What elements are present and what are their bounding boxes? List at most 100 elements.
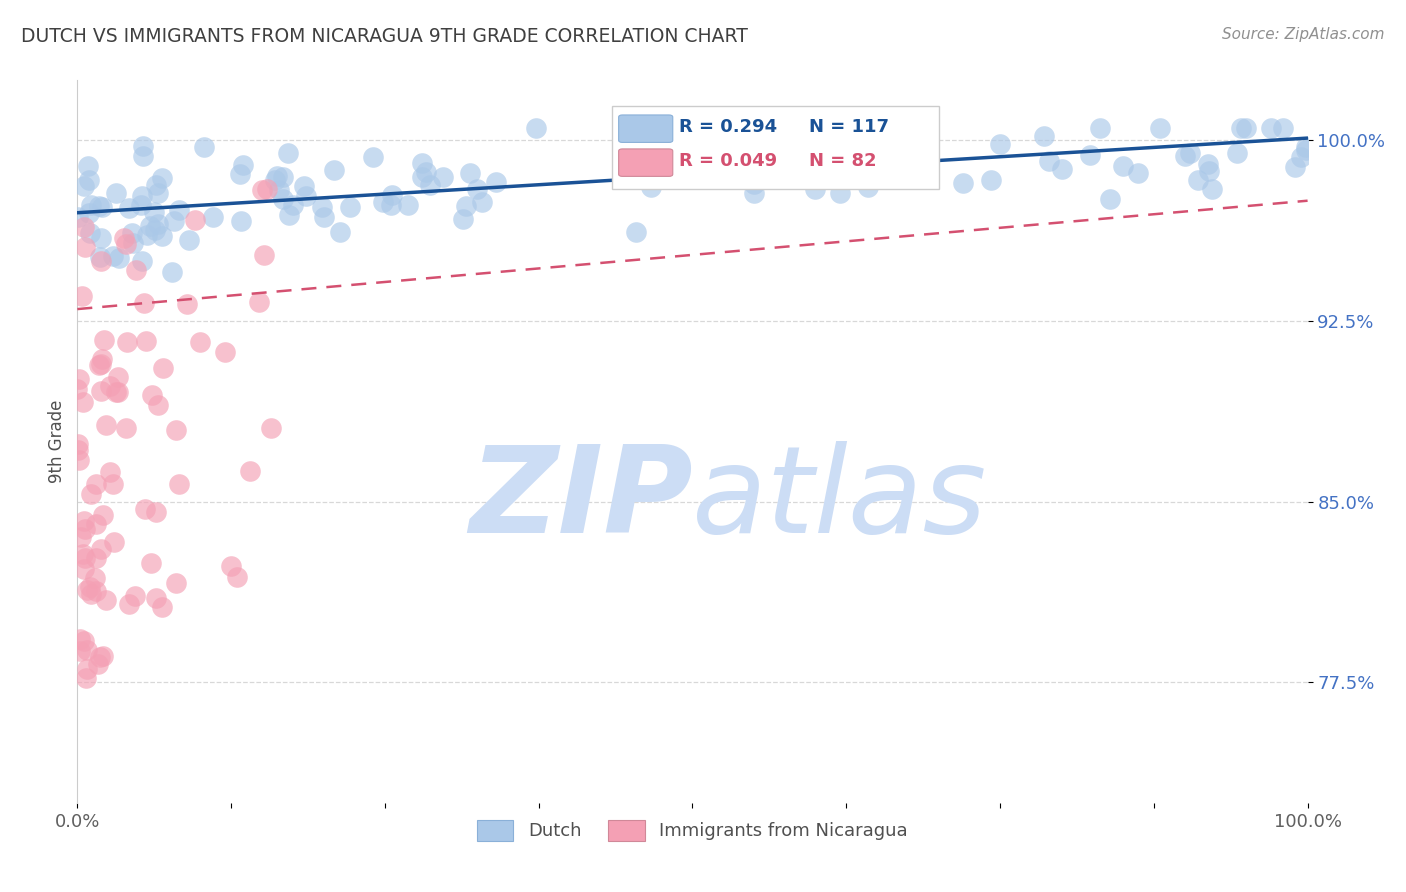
Point bbox=[363, 150, 385, 164]
Point bbox=[87, 358, 110, 372]
Point bbox=[115, 420, 138, 434]
Point bbox=[849, 159, 872, 173]
Point bbox=[131, 149, 153, 163]
Point bbox=[101, 249, 124, 263]
Point bbox=[66, 210, 89, 224]
Point bbox=[267, 183, 290, 197]
Point bbox=[132, 139, 155, 153]
Point bbox=[264, 173, 287, 187]
Point bbox=[260, 421, 283, 435]
Point bbox=[271, 193, 294, 207]
Point bbox=[143, 222, 166, 236]
Point bbox=[214, 344, 236, 359]
Point bbox=[411, 170, 433, 185]
Point bbox=[72, 395, 94, 409]
Point bbox=[89, 250, 111, 264]
Point bbox=[84, 516, 107, 531]
Point bbox=[1295, 143, 1317, 157]
Point bbox=[118, 201, 141, 215]
Point bbox=[247, 295, 270, 310]
Point bbox=[122, 235, 145, 250]
Point bbox=[731, 121, 754, 136]
Point bbox=[148, 399, 170, 413]
Point bbox=[89, 199, 111, 213]
Point bbox=[76, 643, 98, 657]
Point bbox=[188, 335, 212, 350]
Point bbox=[239, 464, 262, 478]
Point bbox=[716, 145, 738, 160]
Point bbox=[295, 188, 318, 202]
Point bbox=[69, 530, 91, 544]
Point bbox=[73, 633, 96, 648]
Point bbox=[134, 501, 156, 516]
Point bbox=[131, 189, 153, 203]
Point bbox=[1197, 157, 1219, 171]
Point bbox=[84, 550, 107, 565]
Point bbox=[485, 175, 508, 189]
Point bbox=[150, 171, 173, 186]
Point bbox=[219, 559, 242, 574]
Point bbox=[176, 296, 198, 310]
Point bbox=[278, 208, 301, 222]
Point bbox=[91, 508, 114, 523]
Point bbox=[1078, 147, 1101, 161]
Point bbox=[90, 384, 112, 398]
Point bbox=[150, 229, 173, 244]
Y-axis label: 9th Grade: 9th Grade bbox=[48, 400, 66, 483]
Point bbox=[229, 214, 252, 228]
Point bbox=[451, 211, 474, 226]
Point bbox=[252, 248, 274, 262]
Point bbox=[1050, 162, 1073, 177]
Point bbox=[135, 334, 157, 348]
Point bbox=[105, 186, 128, 201]
Point bbox=[256, 181, 278, 195]
Point bbox=[124, 590, 146, 604]
Point bbox=[84, 476, 107, 491]
Point bbox=[1149, 121, 1171, 136]
Point bbox=[98, 465, 121, 479]
Point bbox=[77, 173, 100, 187]
Point bbox=[193, 140, 215, 154]
Point bbox=[830, 186, 852, 200]
Point bbox=[141, 387, 163, 401]
Point bbox=[91, 649, 114, 664]
Point bbox=[145, 178, 167, 192]
Point bbox=[742, 177, 765, 191]
Point bbox=[75, 671, 97, 685]
Point bbox=[69, 643, 91, 657]
Point bbox=[852, 161, 875, 176]
Point bbox=[105, 384, 128, 399]
Point bbox=[1174, 149, 1197, 163]
Point bbox=[107, 251, 129, 265]
Point bbox=[138, 219, 160, 233]
Point bbox=[1226, 145, 1249, 160]
Point bbox=[202, 211, 225, 225]
Point bbox=[1284, 160, 1306, 174]
Point bbox=[281, 198, 304, 212]
Point bbox=[730, 145, 752, 160]
Point bbox=[75, 240, 97, 254]
Point bbox=[229, 167, 252, 181]
Point bbox=[98, 379, 121, 393]
Point bbox=[80, 198, 103, 212]
Text: N = 82: N = 82 bbox=[810, 153, 877, 170]
Point bbox=[524, 121, 547, 136]
Point bbox=[1291, 150, 1313, 164]
Point bbox=[96, 593, 118, 607]
Point bbox=[73, 561, 96, 575]
Point bbox=[1272, 121, 1295, 136]
Point bbox=[1187, 173, 1209, 187]
Point bbox=[76, 582, 98, 597]
Point bbox=[143, 205, 166, 219]
Point bbox=[135, 228, 157, 243]
Point bbox=[165, 576, 187, 591]
Point bbox=[381, 187, 404, 202]
Point bbox=[396, 197, 419, 211]
Point bbox=[77, 160, 100, 174]
Point bbox=[103, 477, 125, 491]
Point bbox=[150, 600, 173, 615]
Point bbox=[804, 182, 827, 196]
Point bbox=[112, 231, 135, 245]
Point bbox=[134, 295, 156, 310]
Point bbox=[66, 382, 89, 396]
